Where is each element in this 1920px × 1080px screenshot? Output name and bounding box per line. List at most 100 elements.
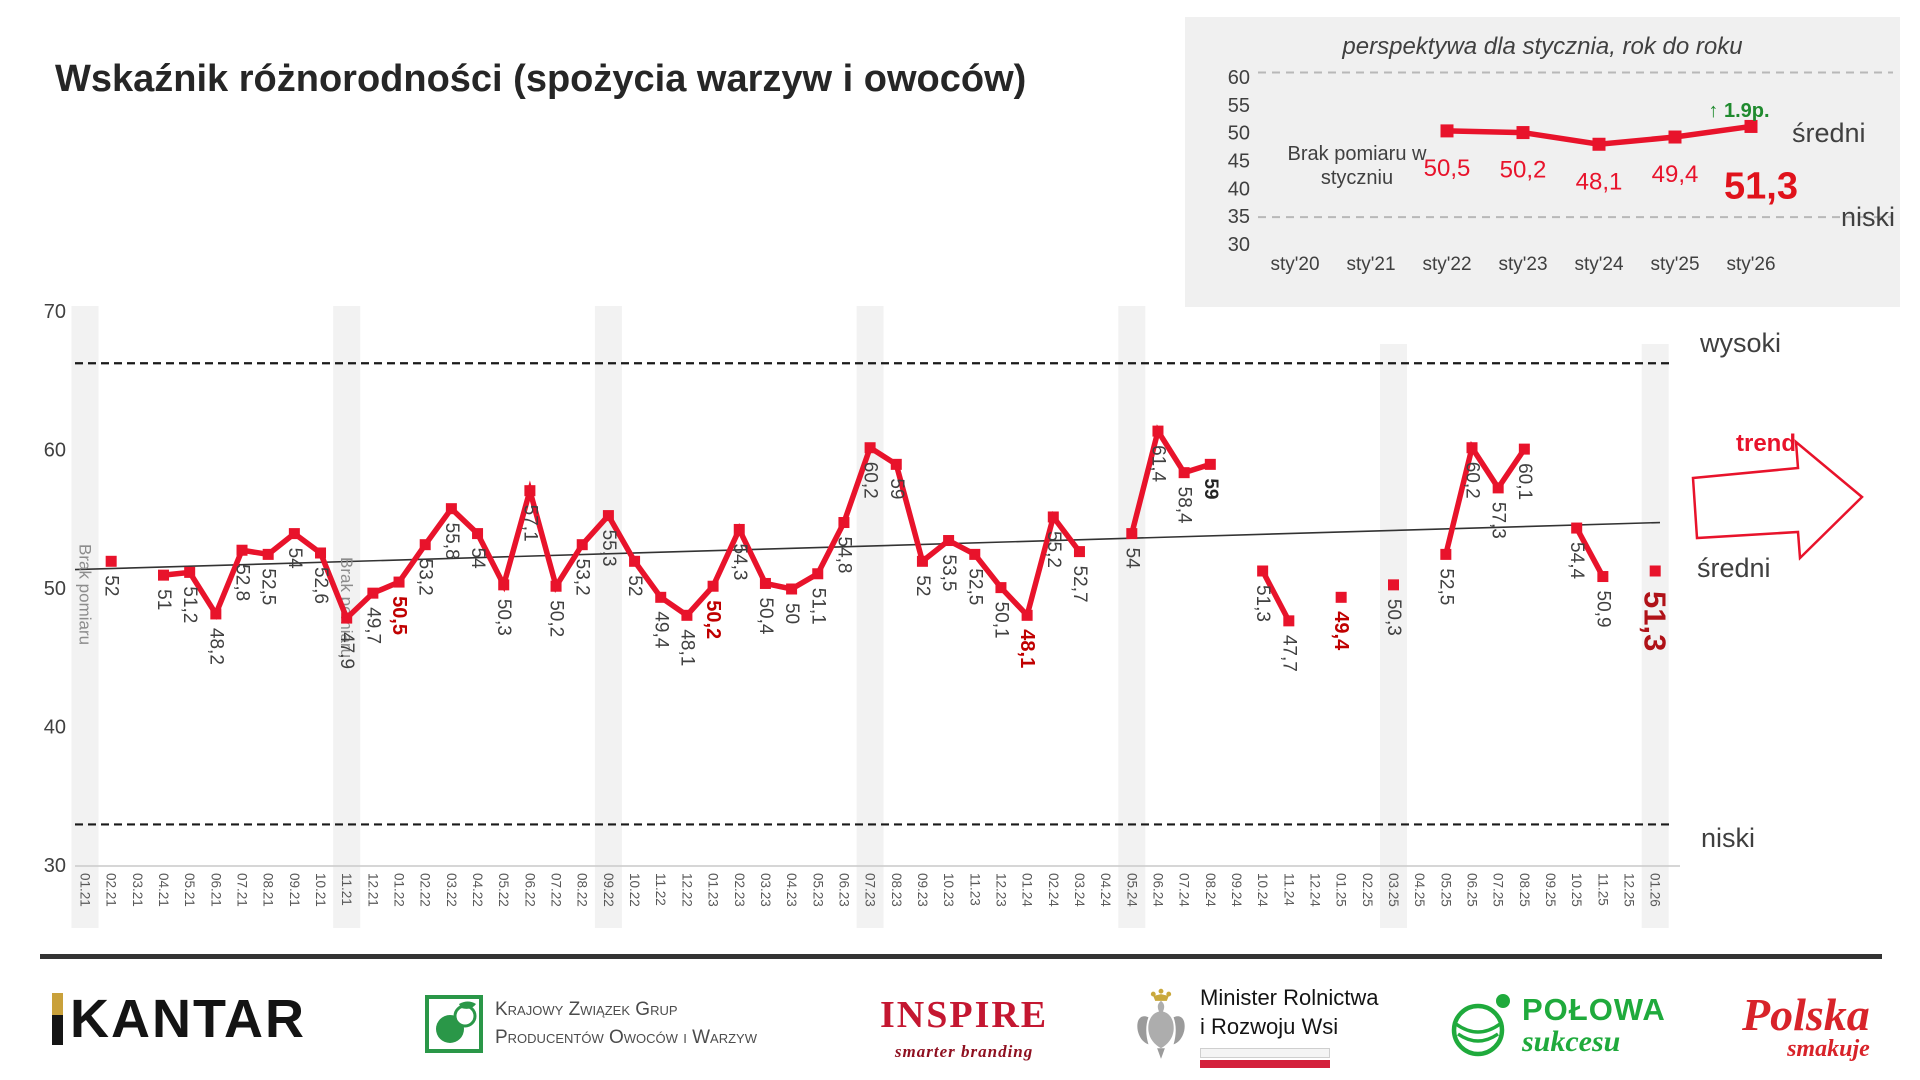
- x-tick-label: 07.21: [235, 873, 250, 907]
- x-tick-label: 10.23: [941, 873, 956, 907]
- data-point: [1021, 609, 1033, 621]
- value-label: 49,7: [362, 607, 383, 644]
- x-tick-label: 02.22: [418, 873, 433, 907]
- polska-smakuje-logo: Polska smakuje: [1742, 992, 1870, 1063]
- inset-value-label: 49,4: [1652, 161, 1699, 188]
- value-label: 54,4: [1566, 542, 1587, 579]
- no-measure-band: [1641, 344, 1669, 928]
- data-point: [943, 535, 955, 547]
- no-measure-band: [594, 306, 622, 928]
- data-point: [1257, 565, 1269, 577]
- inset-data-point: [1592, 137, 1606, 151]
- x-tick-label: 08.23: [889, 873, 904, 907]
- value-label: 54,8: [833, 537, 854, 574]
- x-tick-label: 01.23: [706, 873, 721, 907]
- value-label: 52: [624, 575, 645, 596]
- value-label: 52: [101, 575, 122, 596]
- zone-label-high: wysoki: [1699, 328, 1781, 358]
- trend-line: [74, 521, 1661, 571]
- zone-label-mid: średni: [1697, 553, 1771, 583]
- data-point: [890, 458, 902, 470]
- x-tick-label: 05.21: [182, 873, 197, 907]
- eagle-emblem-icon: [1137, 988, 1185, 1059]
- no-measure-note: Brak pomiaru: [337, 557, 356, 658]
- value-label: 52,7: [1069, 566, 1090, 603]
- inspire-tagline: smarter branding: [894, 1042, 1034, 1061]
- y-tick-label: 50: [44, 578, 66, 600]
- data-point: [1073, 546, 1085, 558]
- poland-flag-icon: [1200, 1048, 1330, 1069]
- x-tick-label: 12.25: [1622, 873, 1637, 907]
- data-point: [288, 528, 300, 540]
- inset-x-tick-label: sty'25: [1650, 254, 1699, 275]
- x-tick-label: 11.22: [653, 873, 668, 906]
- value-label: 50,3: [1383, 599, 1404, 636]
- x-tick-label: 11.23: [967, 873, 982, 906]
- value-label: 50,9: [1592, 591, 1613, 628]
- inset-panel: 60 55 50 45 40 35 30 sty'20 sty'21 sty'22 sty'23 st…: [1185, 17, 1900, 307]
- value-label: 54: [284, 548, 305, 570]
- data-point: [1152, 425, 1164, 437]
- data-point: [733, 523, 745, 535]
- inset-data-point: [1668, 130, 1682, 144]
- x-tick-label: 07.24: [1177, 873, 1192, 907]
- kzgpow-line2: Producentów Owoców i Warzyw: [495, 1027, 757, 1048]
- x-tick-label: 01.25: [1334, 873, 1349, 907]
- value-label: 49,4: [1330, 611, 1352, 651]
- polowa-sukcesu-logo: POŁOWA sukcesu: [1448, 992, 1666, 1058]
- x-tick-label: 01.24: [1020, 873, 1035, 907]
- value-label: 49,4: [650, 611, 671, 648]
- y-tick-label: 30: [44, 855, 66, 877]
- value-label: 61,4: [1147, 445, 1168, 482]
- value-label: 48,1: [676, 629, 697, 666]
- inset-chart: 60 55 50 45 40 35 30 sty'20 sty'21 sty'22 sty'23 st…: [1228, 67, 1895, 275]
- x-tick-label: 04.25: [1412, 873, 1427, 907]
- value-label: 47,7: [1278, 635, 1299, 672]
- inset-value-label: 50,2: [1500, 157, 1547, 184]
- data-point: [1571, 522, 1583, 534]
- inset-y-tick-label: 60: [1228, 67, 1250, 89]
- x-tick-label: 02.25: [1360, 873, 1375, 907]
- x-tick-label: 08.25: [1517, 873, 1532, 907]
- x-tick-label: 05.23: [810, 873, 825, 907]
- x-tick-label: 10.25: [1569, 873, 1584, 907]
- data-point: [236, 544, 248, 556]
- data-point: [812, 568, 824, 580]
- value-label: 53,2: [572, 559, 593, 596]
- x-tick-label: 03.25: [1386, 873, 1401, 907]
- data-point: [681, 609, 693, 621]
- data-point: [1466, 442, 1478, 454]
- x-tick-label: 10.21: [313, 873, 328, 907]
- kantar-logo-text: KANTAR: [70, 989, 306, 1049]
- data-point: [262, 548, 274, 560]
- value-label: 52,6: [310, 567, 331, 604]
- x-tick-label: 07.22: [549, 873, 564, 907]
- data-point: [1204, 458, 1216, 470]
- data-point: [1335, 591, 1347, 603]
- series-line: [1443, 440, 1527, 556]
- x-tick-label: 02.24: [1046, 873, 1061, 907]
- inset-note: Brak pomiaru w: [1288, 143, 1427, 165]
- x-tick-label: 01.26: [1648, 873, 1663, 907]
- x-tick-label: 06.25: [1465, 873, 1480, 907]
- value-label: 52,5: [964, 568, 985, 605]
- data-point: [341, 612, 353, 624]
- data-point: [419, 539, 431, 551]
- value-label: 50,2: [702, 600, 724, 639]
- inset-note: styczniu: [1321, 167, 1393, 189]
- inset-y-tick-label: 50: [1228, 123, 1250, 145]
- value-label: 57,1: [519, 505, 540, 542]
- trend-label: trend: [1736, 430, 1796, 457]
- data-point: [602, 510, 614, 522]
- green-sphere-icon: [1451, 994, 1510, 1057]
- data-point: [864, 442, 876, 454]
- series-line: [1260, 569, 1292, 623]
- main-chart: 70 60 50 40 30 01.21 02.21 03.21 04.21 05.21 06.21…: [44, 301, 1864, 928]
- inset-value-label: 48,1: [1576, 168, 1623, 195]
- inset-value-label: 51,3: [1724, 165, 1798, 207]
- no-measure-band: [1118, 306, 1146, 928]
- zone-label-low: niski: [1701, 823, 1755, 853]
- data-point: [184, 566, 196, 578]
- value-label: 55,8: [441, 523, 462, 560]
- inspire-logo: INSPIRE smarter branding: [880, 996, 1048, 1062]
